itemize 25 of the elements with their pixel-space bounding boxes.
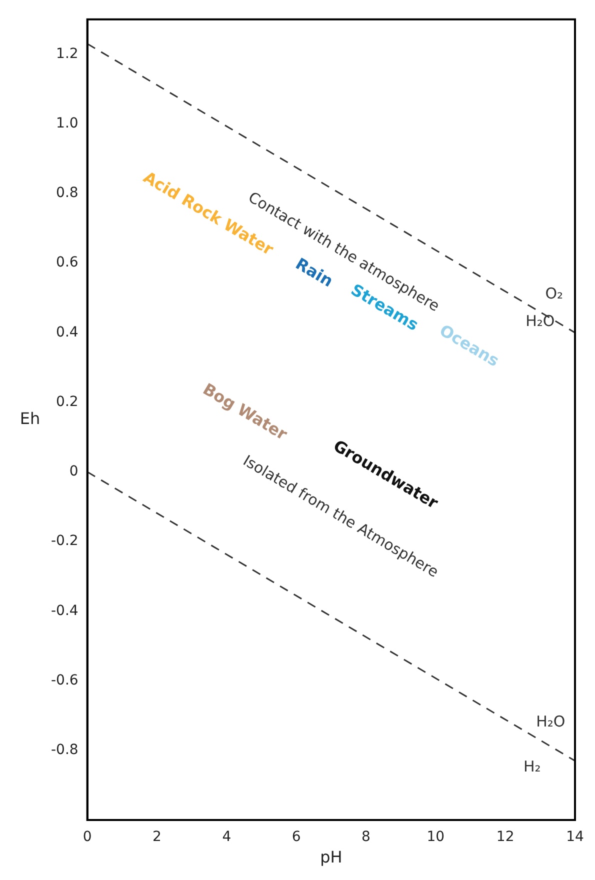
annotation: H₂ xyxy=(524,758,541,776)
x-tick-label: 12 xyxy=(496,829,514,846)
x-tick-label: 14 xyxy=(566,829,584,846)
y-tick-label: -0.4 xyxy=(50,602,78,619)
y-tick-label: 1.0 xyxy=(56,115,78,132)
x-axis-title: pH xyxy=(320,848,342,867)
y-tick-label: 0 xyxy=(69,464,78,480)
x-tick-label: 0 xyxy=(82,829,92,846)
y-tick-label: 0.6 xyxy=(56,254,78,271)
annotation: H₂O xyxy=(526,312,555,330)
y-tick-label: 0.4 xyxy=(56,324,78,340)
x-tick-label: 8 xyxy=(362,829,370,846)
y-tick-label: -0.8 xyxy=(50,742,78,758)
x-tick-label: 6 xyxy=(292,829,301,846)
annotation: H₂O xyxy=(536,712,566,730)
y-axis-title: Eh xyxy=(20,408,40,428)
y-tick-label: -0.2 xyxy=(50,533,78,550)
annotation: O₂ xyxy=(545,284,564,302)
y-tick-label: 0.2 xyxy=(56,394,78,410)
y-tick-label: -0.6 xyxy=(50,672,78,688)
x-tick-label: 10 xyxy=(426,829,445,846)
y-tick-label: 0.8 xyxy=(56,185,78,202)
x-tick-label: 2 xyxy=(152,829,162,846)
y-tick-label: 1.2 xyxy=(56,46,78,62)
x-tick-label: 4 xyxy=(222,829,232,846)
